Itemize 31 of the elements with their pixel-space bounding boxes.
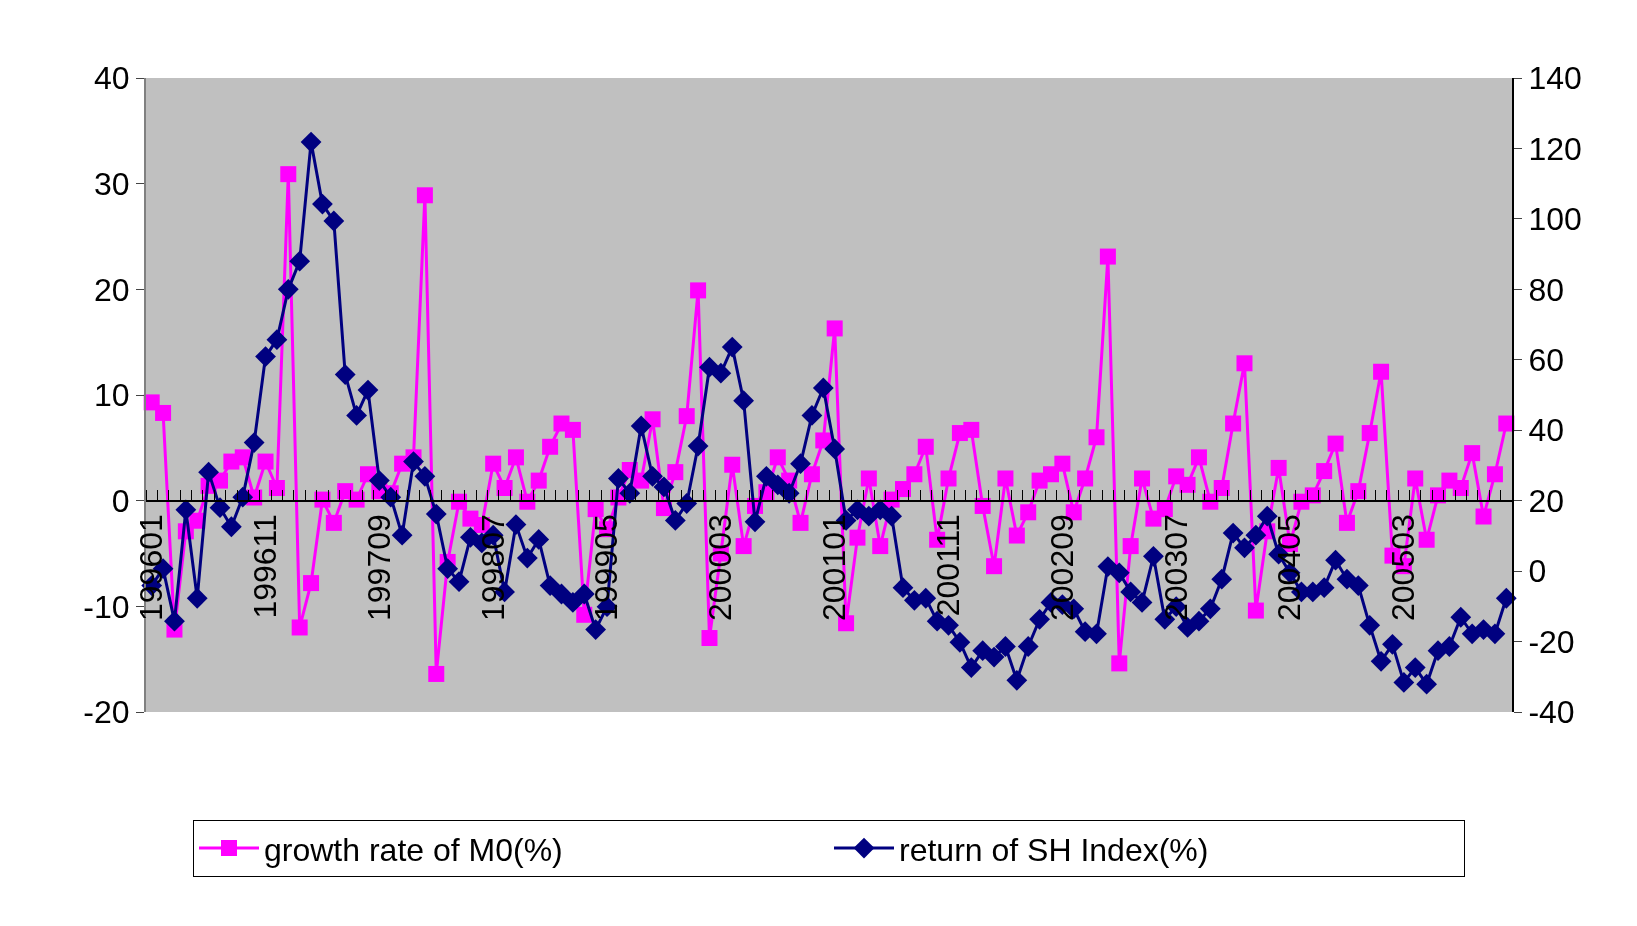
y2-tick-label: -40 (1528, 694, 1575, 731)
y2-tick-label: 0 (1528, 553, 1547, 590)
y2-tick-label: 120 (1528, 130, 1582, 167)
x-tick-label: 200503 (1385, 514, 1422, 621)
x-tick-label: 200405 (1271, 514, 1308, 621)
legend-label: growth rate of M0(%) (264, 831, 563, 868)
x-tick-label: 199611 (246, 514, 283, 619)
y2-tick-label: 40 (1528, 412, 1564, 449)
x-tick-label: 200307 (1157, 514, 1194, 621)
y-tick-label: -10 (83, 588, 130, 625)
y2-tick-label: 20 (1528, 482, 1564, 519)
y2-tick-label: 140 (1528, 60, 1582, 97)
x-tick-label: 199905 (588, 514, 625, 621)
y2-tick-label: 100 (1528, 201, 1582, 238)
y2-tick-label: 80 (1528, 271, 1564, 308)
x-tick-label: 200003 (702, 514, 739, 621)
x-tick-label: 200209 (1043, 514, 1080, 621)
y-tick-label: 0 (111, 482, 130, 519)
x-tick-label: 200111 (929, 514, 966, 617)
x-tick-label: 199601 (133, 514, 170, 621)
y2-tick-label: 60 (1528, 341, 1564, 378)
y2-tick-label: -20 (1528, 623, 1575, 660)
y-tick-label: 20 (94, 271, 130, 308)
x-tick-label: 199807 (474, 514, 511, 621)
legend-label: return of SH Index(%) (899, 831, 1209, 868)
y-tick-label: -20 (83, 694, 130, 731)
y-tick-label: 40 (94, 60, 130, 97)
y-tick-label: 30 (94, 165, 130, 202)
y-tick-label: 10 (94, 377, 130, 414)
x-tick-label: 200101 (816, 514, 853, 621)
x-tick-label: 199709 (360, 514, 397, 621)
